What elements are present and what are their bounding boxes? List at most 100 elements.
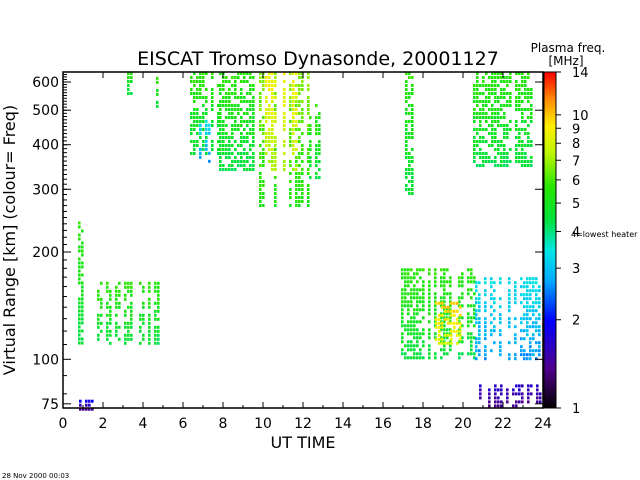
echo-cell [217, 116, 220, 119]
echo-cell [450, 313, 453, 317]
echo-cell [459, 325, 462, 329]
echo-cell [443, 352, 446, 356]
echo-cell [240, 136, 243, 139]
echo-cell [538, 341, 541, 345]
echo-cell [97, 337, 100, 341]
echo-cell [289, 88, 292, 91]
echo-cell [271, 152, 274, 155]
echo-cell [470, 288, 473, 292]
echo-cell [520, 285, 523, 289]
colorbar-cell [544, 190, 556, 192]
echo-cell [259, 152, 262, 155]
echo-cell [467, 352, 470, 356]
echo-cell [157, 289, 160, 293]
echo-cell [307, 160, 310, 163]
echo-cell [259, 188, 262, 191]
echo-cell [211, 148, 214, 151]
colorbar-heater-note: 4=lowest heater freq. [571, 230, 640, 239]
echo-cell [219, 164, 222, 167]
echo-cell [490, 293, 493, 297]
colorbar-cell [544, 250, 556, 252]
echo-cell [81, 309, 84, 313]
echo-cell [225, 152, 228, 155]
echo-cell [78, 261, 81, 265]
echo-cell [523, 357, 526, 361]
echo-cell [476, 92, 479, 95]
echo-cell [292, 116, 295, 119]
echo-cell [249, 132, 252, 135]
echo-cell [535, 349, 538, 353]
colorbar-cell [544, 234, 556, 236]
echo-cell [450, 301, 453, 305]
echo-cell [407, 320, 410, 324]
echo-cell [416, 344, 419, 348]
echo-cell [196, 108, 199, 111]
colorbar-cell [544, 205, 556, 207]
echo-cell [219, 132, 222, 135]
echo-cell [301, 192, 304, 195]
echo-cell [434, 280, 437, 284]
echo-cell [243, 96, 246, 99]
echo-cell [438, 333, 441, 337]
echo-cell [259, 172, 262, 175]
echo-cell [523, 285, 526, 289]
echo-cell [265, 120, 268, 123]
echo-cell [444, 333, 447, 337]
echo-cell [283, 96, 286, 99]
echo-cell [130, 317, 133, 321]
echo-cell [231, 164, 234, 167]
echo-cell [467, 276, 470, 280]
echo-cell [523, 317, 526, 321]
echo-cell [283, 80, 286, 83]
echo-cell [301, 144, 304, 147]
colorbar-cell [544, 207, 556, 209]
echo-cell [434, 292, 437, 296]
echo-cell [124, 325, 127, 329]
echo-cell [318, 152, 321, 156]
echo-cell [515, 152, 518, 155]
colorbar-cell [544, 111, 556, 113]
colorbar-cell [544, 289, 556, 291]
colorbar-cell [544, 339, 556, 341]
echo-cell [422, 284, 425, 288]
echo-cell [246, 160, 249, 163]
echo-cell [274, 176, 277, 179]
echo-cell [422, 316, 425, 320]
echo-cell [538, 305, 541, 309]
colorbar-cell [544, 353, 556, 355]
echo-cell [268, 128, 271, 131]
colorbar-cell [544, 342, 556, 344]
echo-cell [97, 317, 100, 321]
echo-cell [515, 160, 518, 163]
echo-cell [156, 76, 159, 80]
colorbar-cell [544, 141, 556, 143]
colorbar-cell [544, 186, 556, 188]
colorbar-cell [544, 77, 556, 79]
echo-cell [434, 268, 437, 272]
colorbar-cell [544, 189, 556, 191]
echo-patch [127, 72, 133, 95]
echo-cell [518, 156, 521, 159]
echo-cell [476, 76, 479, 79]
echo-cell [298, 88, 301, 91]
echo-cell [532, 305, 535, 309]
echo-cell [407, 300, 410, 304]
echo-cell [106, 329, 109, 333]
echo-cell [301, 80, 304, 83]
colorbar-cell [544, 264, 556, 266]
echo-cell [500, 96, 503, 99]
echo-cell [467, 316, 470, 320]
echo-cell [482, 152, 485, 155]
echo-cell [115, 293, 118, 297]
echo-cell [499, 349, 502, 353]
colorbar-cell [544, 173, 556, 175]
echo-cell [407, 328, 410, 332]
echo-cell [532, 321, 535, 325]
echo-cell [449, 344, 452, 348]
echo-cell [503, 104, 506, 107]
echo-cell [419, 276, 422, 280]
colorbar-cell [544, 344, 556, 346]
echo-cell [405, 88, 408, 91]
echo-cell [115, 297, 118, 301]
echo-cell [459, 337, 462, 341]
